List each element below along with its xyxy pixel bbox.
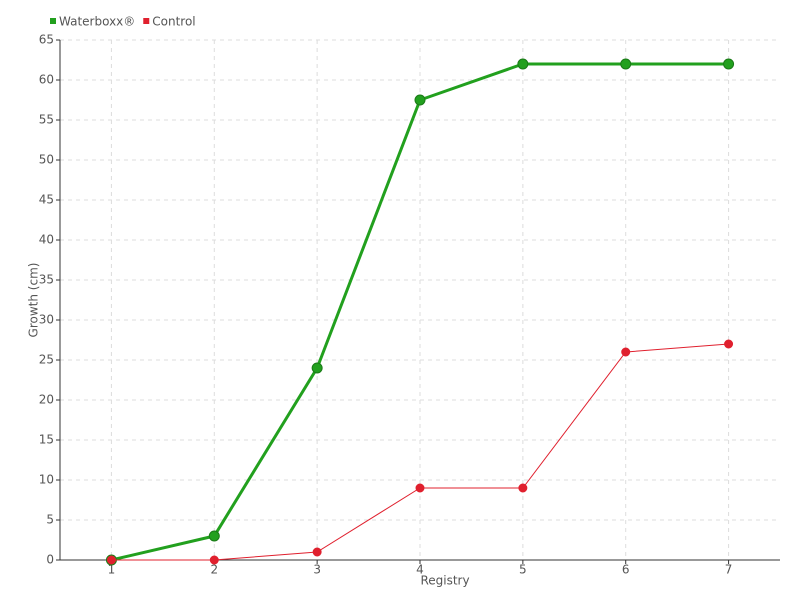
data-point — [311, 362, 323, 374]
y-tick-label: 60 — [39, 73, 54, 87]
y-tick-label: 30 — [39, 313, 54, 327]
data-point — [209, 555, 219, 565]
x-tick-label: 7 — [725, 563, 733, 577]
x-tick-label: 2 — [210, 563, 218, 577]
y-tick-label: 15 — [39, 433, 54, 447]
x-tick-label: 4 — [416, 563, 424, 577]
y-tick-label: 55 — [39, 113, 54, 127]
data-point — [208, 530, 220, 542]
y-tick-label: 50 — [39, 153, 54, 167]
x-tick-label: 1 — [108, 563, 116, 577]
x-tick-label: 5 — [519, 563, 527, 577]
data-point — [620, 58, 632, 70]
legend-swatch — [50, 18, 56, 24]
y-axis-label: Growth (cm) — [27, 263, 41, 338]
y-tick-label: 20 — [39, 393, 54, 407]
y-tick-label: 65 — [39, 33, 54, 47]
data-point — [517, 58, 529, 70]
x-tick-label: 6 — [622, 563, 630, 577]
data-point — [414, 94, 426, 106]
y-tick-label: 40 — [39, 233, 54, 247]
data-point — [106, 555, 116, 565]
data-point — [415, 483, 425, 493]
legend-label: Waterboxx® — [59, 15, 135, 29]
data-point — [518, 483, 528, 493]
y-tick-label: 35 — [39, 273, 54, 287]
legend-label: Control — [152, 15, 195, 29]
x-axis-label: Registry — [420, 574, 469, 588]
y-tick-label: 10 — [39, 473, 54, 487]
data-point — [724, 339, 734, 349]
x-tick-label: 3 — [313, 563, 321, 577]
y-tick-label: 0 — [46, 553, 54, 567]
y-tick-label: 5 — [46, 513, 54, 527]
data-point — [723, 58, 735, 70]
data-point — [621, 347, 631, 357]
legend-swatch — [143, 18, 150, 24]
data-point — [312, 547, 322, 557]
y-tick-label: 45 — [39, 193, 54, 207]
y-tick-label: 25 — [39, 353, 54, 367]
